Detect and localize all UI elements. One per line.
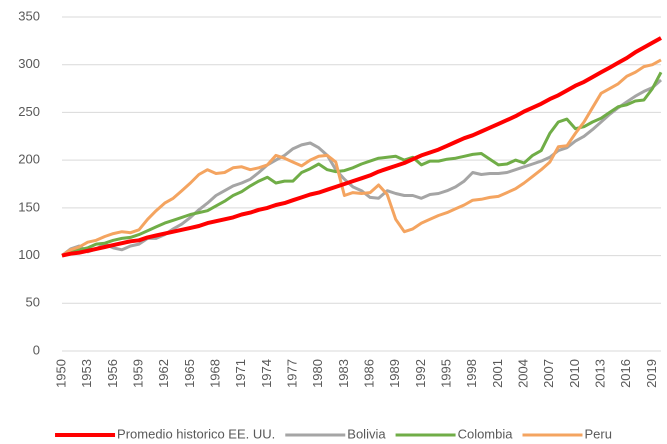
x-tick-label: 1983	[336, 359, 351, 388]
x-tick-label: 1998	[464, 359, 479, 388]
series-line	[61, 36, 662, 258]
series-line	[61, 58, 662, 257]
x-tick-label: 1971	[233, 359, 248, 388]
x-tick-label: 1986	[361, 359, 376, 388]
legend-label: Peru	[584, 426, 611, 441]
y-tick-label: 350	[18, 8, 40, 23]
x-tick-label: 2010	[567, 359, 582, 388]
y-tick-label: 100	[18, 247, 40, 262]
x-tick-label: 1965	[182, 359, 197, 388]
x-tick-label: 1977	[284, 359, 299, 388]
legend-label: Colombia	[458, 426, 514, 441]
x-tick-label: 1992	[413, 359, 428, 388]
x-tick-label: 2019	[644, 359, 659, 388]
y-tick-label: 300	[18, 56, 40, 71]
y-tick-label: 150	[18, 199, 40, 214]
y-tick-label: 200	[18, 152, 40, 167]
y-tick-label: 0	[33, 342, 40, 357]
x-tick-label: 1974	[259, 359, 274, 388]
x-tick-label: 2007	[541, 359, 556, 388]
x-tick-label: 2001	[490, 359, 505, 388]
x-tick-label: 1980	[310, 359, 325, 388]
x-tick-label: 1953	[79, 359, 94, 388]
legend-label: Promedio historico EE. UU.	[117, 426, 275, 441]
x-tick-label: 1956	[105, 359, 120, 388]
x-tick-label: 1989	[387, 359, 402, 388]
x-tick-label: 1968	[207, 359, 222, 388]
x-tick-label: 1962	[156, 359, 171, 388]
legend: Promedio historico EE. UU. Bolivia Colombi…	[55, 426, 612, 441]
x-tick-label: 2004	[516, 359, 531, 388]
y-tick-label: 50	[26, 295, 40, 310]
x-tick-label: 1959	[130, 359, 145, 388]
y-tick-label: 250	[18, 104, 40, 119]
x-tick-label: 2013	[593, 359, 608, 388]
x-tick-label: 2016	[618, 359, 633, 388]
x-tick-label: 1995	[439, 359, 454, 388]
x-tick-label: 1950	[53, 359, 68, 388]
legend-label: Bolivia	[347, 426, 386, 441]
series-line	[61, 71, 663, 257]
